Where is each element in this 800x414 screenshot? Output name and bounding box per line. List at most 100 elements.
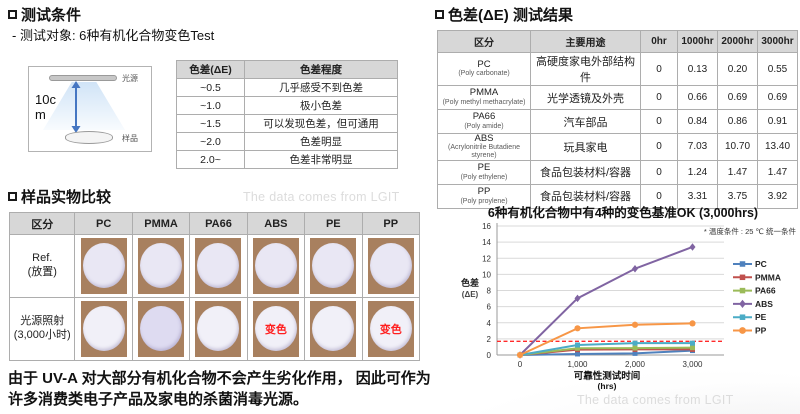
table-cell: 几乎感受不到色差 (244, 78, 398, 97)
sample-photo-table: 区分 PC PMMA PA66 ABS PE PP Ref. (放置) 光源照射… (8, 212, 420, 361)
chart-series-PP (516, 320, 696, 359)
header-cell: PC (74, 212, 133, 235)
value-cell: 7.03 (677, 133, 718, 161)
usage-cell: 光学透镜及外壳 (530, 85, 641, 110)
light-source-label: 光源 (122, 74, 138, 83)
header-cell: 1000hr (677, 30, 718, 53)
value-cell: 0.13 (677, 52, 718, 86)
delta-e-scale-table: 色差(ΔE) 色差程度 ~0.5 几乎感受不到色差 ~1.0 极小色差 ~1.5 可以… (176, 60, 398, 169)
row-label-line2: (3,000小时) (13, 329, 71, 341)
material-name: ABS (Acrylonitrile Butadiene styrene) (437, 133, 531, 161)
material-abbr: PP (477, 186, 491, 198)
table-row: ~2.0 色差明显 (176, 132, 398, 151)
material-name: PMMA (Poly methyl methacrylate) (437, 85, 531, 110)
value-cell: 0.86 (717, 109, 758, 134)
svg-text:PC: PC (755, 259, 767, 269)
material-fullname: (Poly proylene) (460, 197, 508, 205)
value-cell: 1.47 (757, 159, 798, 185)
material-abbr: PMMA (469, 87, 499, 99)
svg-text:3,000: 3,000 (682, 360, 703, 369)
header-cell: 3000hr (757, 30, 798, 53)
header-cell: PE (304, 212, 363, 235)
sample-label: 样品 (122, 134, 138, 143)
x-axis-title: 可靠性测试时间 (574, 370, 641, 382)
table-cell: ~1.0 (176, 96, 245, 115)
value-cell: 13.40 (757, 133, 798, 161)
header-cell: PMMA (131, 212, 191, 235)
header-cell: 0hr (640, 30, 678, 53)
distance-arrow-icon (71, 81, 81, 133)
material-name: PA66 (Poly amide) (437, 109, 531, 134)
sample-photo-abs-ref (246, 234, 306, 298)
header-cell: 区分 (8, 212, 76, 235)
legend-item-PMMA: PMMA (733, 272, 781, 282)
value-cell: 10.70 (717, 133, 758, 161)
table-row: ~1.5 可以发现色差，但可通用 (176, 114, 398, 133)
table-header-row: 区分 PC PMMA PA66 ABS PE PP (8, 212, 420, 235)
value-cell: 0 (640, 52, 678, 86)
table-row-reference: Ref. (放置) (8, 234, 420, 298)
header-cell: PA66 (189, 212, 248, 235)
section-title-text: 测试条件 (21, 7, 82, 24)
svg-text:2,000: 2,000 (625, 360, 646, 369)
table-row-abs: ABS (Acrylonitrile Butadiene styrene) 玩具家… (437, 133, 798, 161)
value-cell: 0.69 (757, 85, 798, 110)
table-header-row: 区分 主要用途 0hr 1000hr 2000hr 3000hr (437, 30, 798, 53)
value-cell: 0.66 (677, 85, 718, 110)
section-title-text: 色差(ΔE) 测试结果 (448, 7, 573, 24)
square-bullet-icon (435, 10, 444, 19)
section-title-test-conditions: 测试条件 (8, 4, 81, 25)
usage-cell: 汽车部品 (530, 109, 641, 134)
value-cell: 0 (640, 133, 678, 161)
svg-text:PA66: PA66 (755, 286, 776, 296)
value-cell: 0.20 (717, 52, 758, 86)
row-label-line2: (放置) (27, 266, 57, 278)
material-fullname: (Acrylonitrile Butadiene styrene) (448, 144, 520, 160)
svg-text:0: 0 (518, 360, 523, 369)
table-row-pe: PE (Poly ethylene) 食品包装材料/容器 0 1.24 1.47 … (437, 159, 798, 185)
legend-item-PA66: PA66 (733, 286, 776, 296)
material-fullname: (Poly amide) (464, 122, 504, 130)
svg-text:(ΔE): (ΔE) (462, 290, 479, 299)
section-title-text: 样品实物比较 (21, 189, 112, 206)
table-cell: ~1.5 (176, 114, 245, 133)
material-abbr: PC (477, 58, 491, 70)
test-subject-line: - 测试对象: 6种有机化合物变色Test (12, 28, 215, 43)
material-fullname: (Poly ethylene) (460, 173, 508, 181)
usage-cell: 高硬度家电外部结构件 (530, 52, 641, 86)
header-cell: ABS (246, 212, 306, 235)
svg-text:2: 2 (487, 335, 492, 344)
table-row: 2.0~ 色差非常明显 (176, 150, 398, 169)
value-cell: 0 (640, 159, 678, 185)
chart-gridlines (497, 225, 724, 356)
material-abbr: ABS (474, 133, 494, 144)
chart-y-axis: 0 2 4 6 8 10 12 14 16 (482, 222, 491, 360)
table-cell: 色差明显 (244, 132, 398, 151)
svg-text:10: 10 (482, 270, 491, 279)
header-cell: 2000hr (717, 30, 758, 53)
svg-text:PE: PE (755, 312, 767, 322)
value-cell: 1.47 (717, 159, 758, 185)
value-cell: 3.92 (757, 183, 798, 209)
table-row-pc: PC (Poly carbonate) 高硬度家电外部结构件 0 0.13 0.2… (437, 52, 798, 86)
table-row: ~1.0 极小色差 (176, 96, 398, 115)
svg-text:8: 8 (487, 287, 492, 296)
svg-text:PP: PP (755, 326, 767, 336)
sample-photo-pp-ref (361, 234, 420, 298)
square-bullet-icon (8, 192, 17, 201)
distance-label: 10cm (35, 92, 56, 122)
value-cell: 0 (640, 85, 678, 110)
table-row-pmma: PMMA (Poly methyl methacrylate) 光学透镜及外壳 0… (437, 85, 798, 110)
table-cell: 2.0~ (176, 150, 245, 169)
sample-photo-pc-lit (74, 297, 133, 361)
light-source-bar (49, 75, 117, 81)
legend-item-PP: PP (733, 326, 767, 336)
value-cell: 3.31 (677, 183, 718, 209)
square-bullet-icon (8, 10, 17, 19)
row-label: 光源照射 (3,000小时) (8, 297, 76, 361)
value-cell: 0.91 (757, 109, 798, 134)
table-row: ~0.5 几乎感受不到色差 (176, 78, 398, 97)
measurement-setup-diagram: 光源 10cm 样品 (28, 66, 152, 152)
color-change-badge: 变色 (264, 324, 287, 336)
